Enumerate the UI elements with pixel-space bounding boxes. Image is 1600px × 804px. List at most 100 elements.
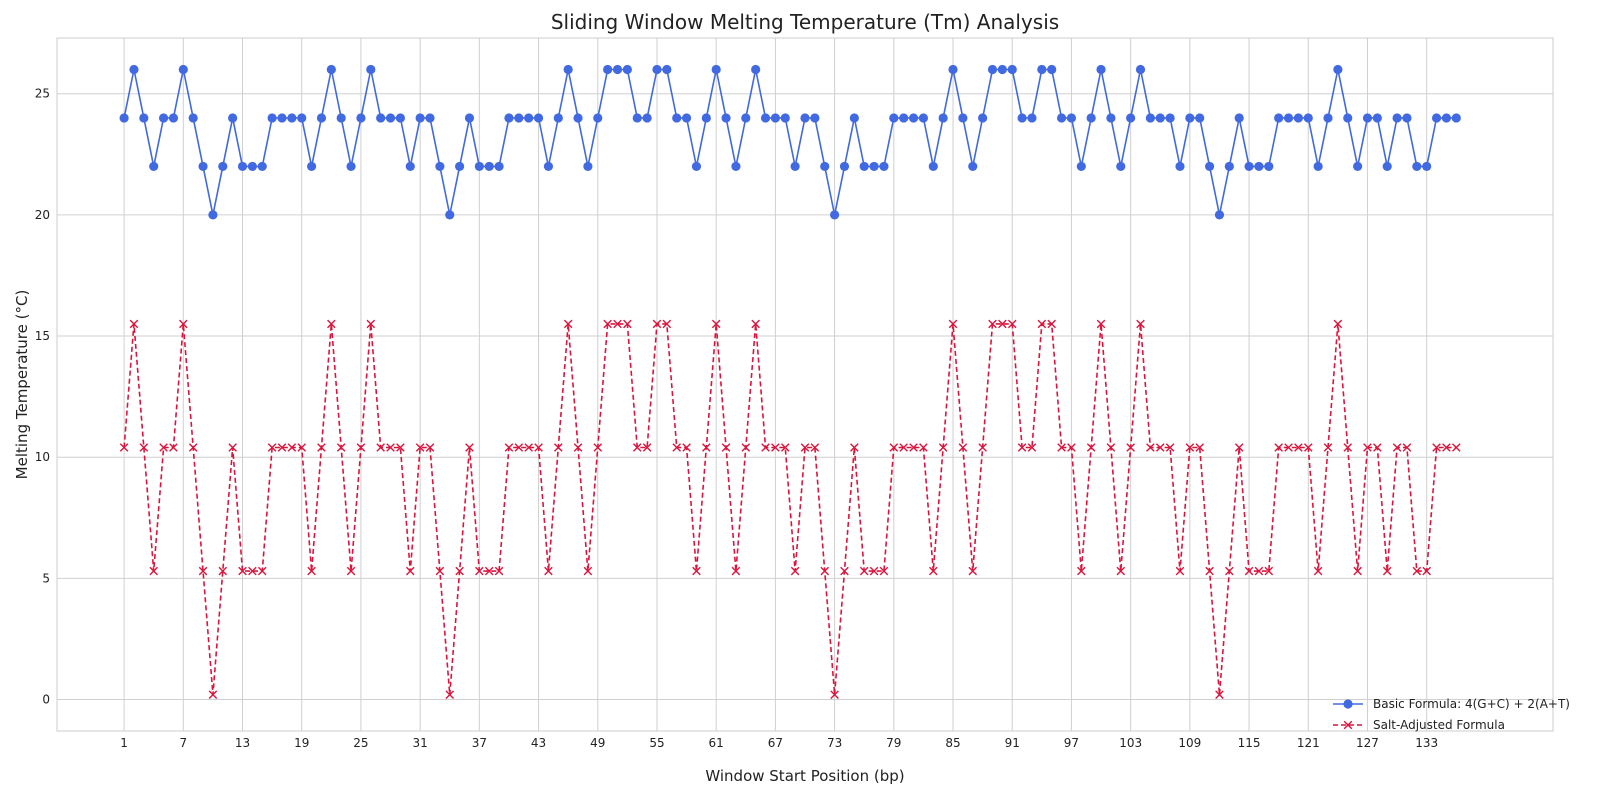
data-point — [672, 113, 682, 123]
data-point — [247, 161, 257, 172]
data-point — [612, 64, 623, 75]
data-point — [129, 64, 139, 75]
data-point — [1392, 113, 1402, 123]
data-point — [1185, 443, 1195, 452]
data-point — [1145, 113, 1155, 123]
data-point — [188, 113, 198, 123]
data-point — [1274, 113, 1284, 123]
data-point — [1195, 113, 1205, 123]
data-point — [257, 161, 267, 172]
data-point — [1017, 443, 1027, 452]
data-point — [307, 566, 316, 576]
data-point — [1116, 161, 1126, 172]
data-point — [583, 161, 593, 172]
axes: 1 7 13 19 25 31 37 43 49 55 61 67 73 79 85 91 97 103 109 11… — [35, 37, 1554, 750]
data-point — [1086, 113, 1096, 123]
series-layer — [119, 64, 1461, 699]
data-point — [188, 443, 198, 452]
data-point — [869, 161, 879, 172]
data-point — [988, 319, 997, 329]
data-point — [721, 113, 731, 123]
data-point — [267, 113, 277, 123]
data-point — [1037, 64, 1047, 75]
data-point — [168, 113, 179, 123]
data-point — [1215, 690, 1224, 699]
data-point — [356, 113, 366, 123]
data-point — [938, 443, 948, 452]
plot-area — [57, 38, 1553, 731]
data-point — [297, 113, 307, 123]
data-point — [593, 443, 603, 452]
data-point — [909, 443, 918, 452]
data-point — [267, 443, 277, 452]
data-point — [642, 443, 652, 452]
data-point — [376, 113, 386, 123]
data-point — [405, 566, 415, 576]
y-tick-label: 15 — [35, 329, 50, 343]
data-point — [1126, 113, 1136, 123]
grid-lines — [57, 38, 1553, 731]
data-point — [494, 566, 504, 576]
data-point — [543, 161, 554, 172]
data-point — [908, 113, 919, 123]
x-tick-label: 121 — [1297, 736, 1320, 750]
legend-swatch-marker — [1343, 699, 1353, 709]
data-point — [1027, 113, 1037, 123]
data-point — [1047, 64, 1057, 75]
data-point — [484, 566, 494, 576]
data-point — [1451, 113, 1461, 123]
data-point — [1205, 566, 1214, 576]
data-point — [918, 113, 929, 123]
data-point — [474, 161, 484, 172]
data-point — [1106, 443, 1116, 452]
data-point — [544, 566, 553, 576]
data-point — [1027, 443, 1037, 452]
data-point — [237, 161, 248, 172]
data-point — [770, 113, 780, 123]
data-point — [869, 566, 879, 576]
data-point — [800, 113, 810, 123]
data-point — [514, 113, 524, 123]
data-point — [1353, 566, 1362, 576]
data-point — [1214, 210, 1225, 220]
data-point — [573, 113, 583, 123]
data-point — [1234, 113, 1244, 123]
data-point — [1294, 443, 1303, 452]
data-point — [622, 64, 632, 75]
data-point — [1303, 113, 1313, 123]
data-point — [1323, 443, 1333, 452]
data-point — [356, 443, 366, 452]
data-point — [504, 113, 514, 123]
x-tick-label: 97 — [1064, 736, 1079, 750]
data-point — [1175, 566, 1185, 576]
data-point — [1392, 443, 1402, 452]
data-point — [179, 319, 188, 329]
data-point — [997, 64, 1007, 75]
data-point — [316, 113, 327, 123]
data-point — [415, 443, 425, 452]
data-point — [208, 210, 218, 220]
data-point — [336, 113, 346, 123]
data-point — [1373, 443, 1382, 452]
data-point — [1422, 161, 1432, 172]
data-point — [178, 64, 188, 75]
data-point — [810, 113, 820, 123]
data-point — [405, 161, 415, 172]
data-point — [455, 161, 465, 172]
series-line — [123, 323, 1457, 695]
data-point — [889, 443, 899, 452]
data-point — [731, 161, 741, 172]
legend-swatch-marker — [1343, 720, 1353, 730]
data-point — [1382, 566, 1392, 576]
data-point — [327, 319, 336, 329]
data-point — [1343, 113, 1353, 123]
data-point — [248, 566, 257, 576]
data-point — [682, 443, 691, 452]
data-point — [1333, 64, 1343, 75]
data-point — [534, 443, 543, 452]
data-point — [830, 690, 839, 699]
data-point — [1333, 319, 1343, 329]
data-point — [563, 64, 573, 75]
data-point — [464, 113, 475, 123]
